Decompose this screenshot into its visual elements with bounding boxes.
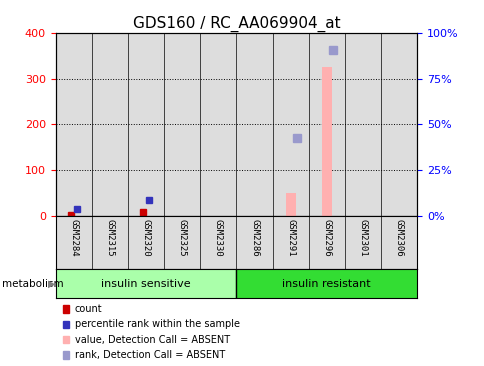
- Title: GDS160 / RC_AA069904_at: GDS160 / RC_AA069904_at: [132, 15, 340, 31]
- Bar: [380, 33, 416, 216]
- Bar: [285, 193, 295, 216]
- Text: GSM2325: GSM2325: [177, 219, 186, 256]
- Bar: [236, 33, 272, 216]
- Text: metabolism: metabolism: [2, 279, 64, 289]
- Text: GSM2291: GSM2291: [286, 219, 295, 256]
- Text: count: count: [75, 304, 102, 314]
- Text: GSM2286: GSM2286: [249, 219, 258, 256]
- Text: GSM2306: GSM2306: [393, 219, 403, 256]
- Bar: [164, 33, 200, 216]
- Bar: [308, 33, 344, 216]
- Bar: [272, 33, 308, 216]
- Text: ▶: ▶: [47, 279, 55, 289]
- Bar: [321, 67, 331, 216]
- Text: rank, Detection Call = ABSENT: rank, Detection Call = ABSENT: [75, 350, 225, 360]
- Text: GSM2296: GSM2296: [321, 219, 331, 256]
- Text: GSM2320: GSM2320: [141, 219, 151, 256]
- Bar: [200, 33, 236, 216]
- Text: percentile rank within the sample: percentile rank within the sample: [75, 319, 239, 329]
- Text: insulin sensitive: insulin sensitive: [101, 279, 191, 289]
- Bar: [344, 33, 380, 216]
- Text: GSM2301: GSM2301: [358, 219, 367, 256]
- Text: GSM2330: GSM2330: [213, 219, 223, 256]
- Bar: [56, 33, 92, 216]
- Text: GSM2315: GSM2315: [105, 219, 114, 256]
- Text: GSM2284: GSM2284: [69, 219, 78, 256]
- Text: insulin resistant: insulin resistant: [282, 279, 370, 289]
- Bar: [128, 33, 164, 216]
- Text: value, Detection Call = ABSENT: value, Detection Call = ABSENT: [75, 335, 229, 345]
- Bar: [92, 33, 128, 216]
